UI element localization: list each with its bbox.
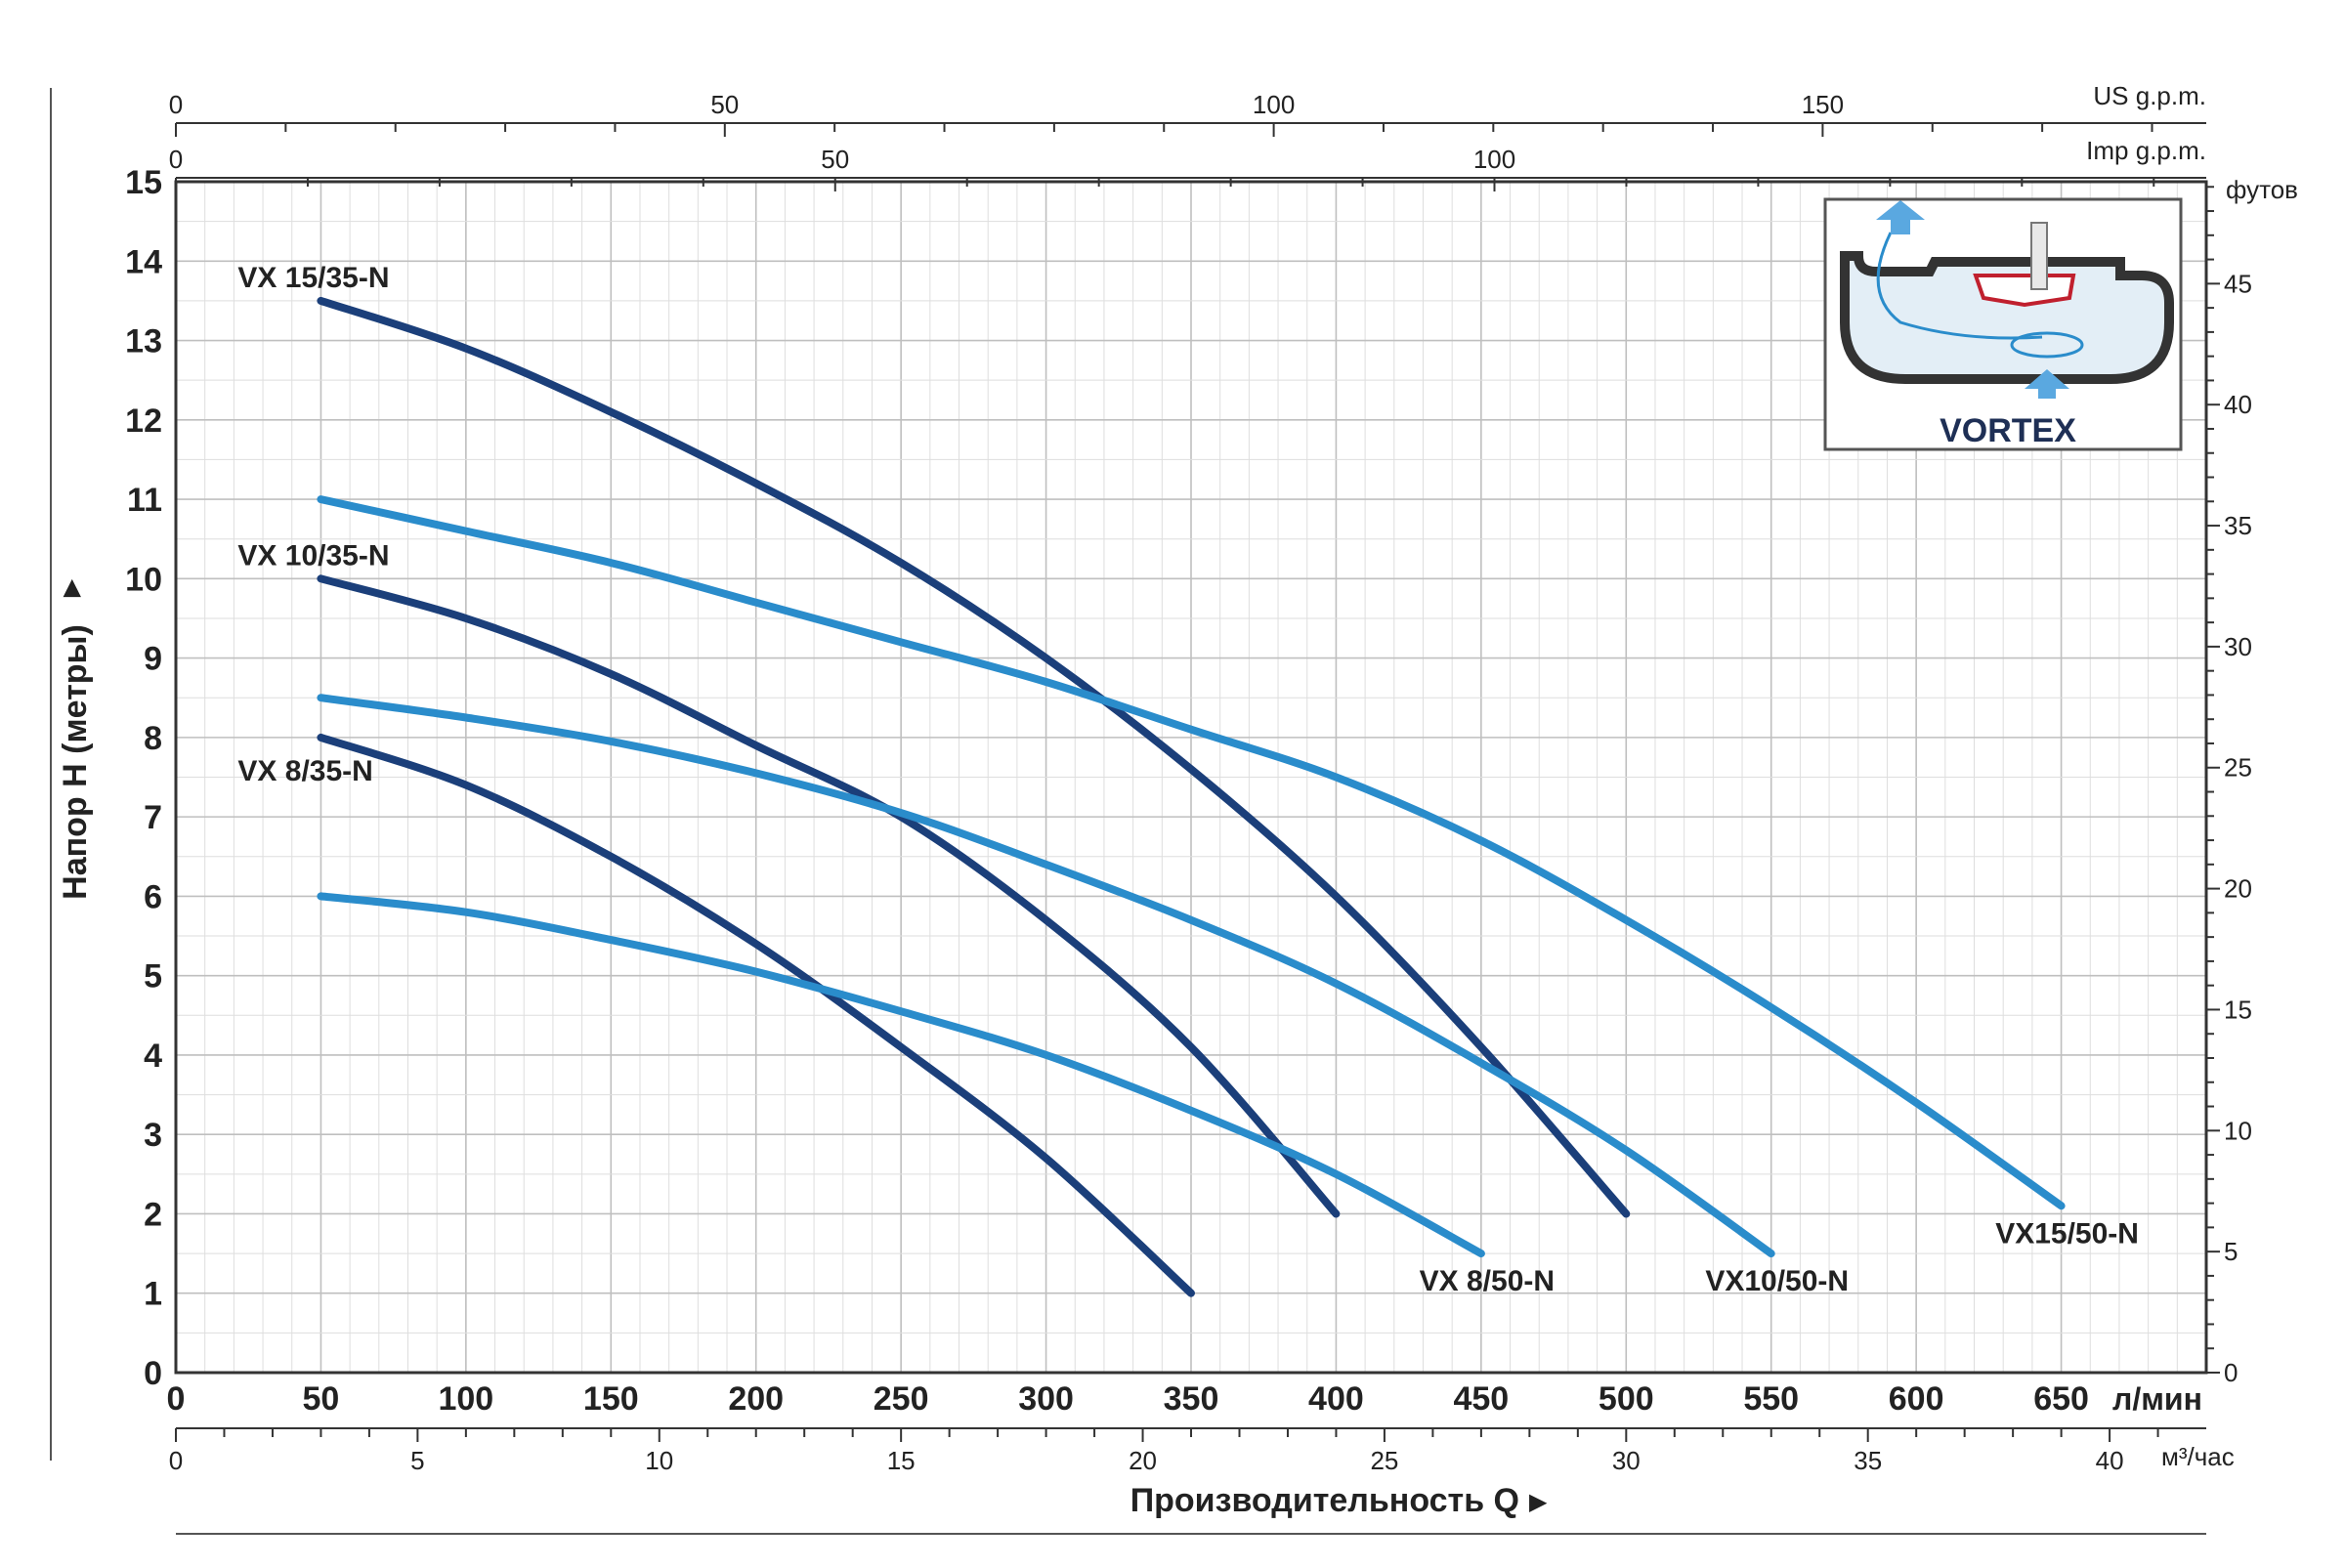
feet-tick-label: 35 <box>2224 511 2252 540</box>
feet-tick-label: 5 <box>2224 1237 2238 1266</box>
feet-tick-label: 20 <box>2224 874 2252 904</box>
series-line-vx10-50-n <box>317 694 1775 1258</box>
x-tick-label: 650 <box>2033 1380 2089 1418</box>
series-line-vx-8-50-n <box>317 892 1485 1258</box>
x-tick-label: 100 <box>438 1380 493 1418</box>
series-line-vx15-50-n <box>317 495 2066 1210</box>
impeller-icon <box>1973 274 2076 308</box>
m3h-axis-tick-label: 5 <box>410 1446 424 1475</box>
us-gpm-axis-tick-label: 100 <box>1253 90 1295 119</box>
feet-tick-label: 45 <box>2224 269 2252 298</box>
y-tick-label: 6 <box>144 878 162 915</box>
vortex-inset: VORTEX <box>1823 197 2183 451</box>
y-tick-label: 3 <box>144 1117 162 1154</box>
m3h-axis-tick-label: 40 <box>2096 1446 2124 1475</box>
series-line-vx-8-35-n <box>317 733 1195 1297</box>
shaft-icon <box>2030 222 2048 290</box>
feet-tick-label: 15 <box>2224 995 2252 1024</box>
x-tick-label: 250 <box>874 1380 929 1418</box>
m3h-axis-tick-label: 30 <box>1612 1446 1641 1475</box>
y-tick-label: 12 <box>125 403 162 440</box>
x-tick-label: 50 <box>303 1380 340 1418</box>
labels-group: VX 15/35-N VX 10/35-N VX 8/35-N VX15/50-N VX… <box>237 262 2139 1297</box>
imp-gpm-axis-tick-label: 100 <box>1473 145 1515 174</box>
x-axis-title: Производительность Q <box>1130 1482 1519 1519</box>
m3h-axis-tick-label: 0 <box>169 1446 183 1475</box>
y-tick-label: 1 <box>144 1276 162 1313</box>
y-tick-label: 8 <box>144 720 162 757</box>
series-line-vx-10-35-n <box>317 574 1341 1218</box>
plot-frame <box>174 180 2208 1375</box>
m3h-axis-tick-label: 25 <box>1370 1446 1398 1475</box>
x-tick-label: 600 <box>1889 1380 1944 1418</box>
flow-path-icon <box>1876 232 2043 340</box>
imp-gpm-axis-tick-label: 50 <box>821 145 849 174</box>
y-tick-label: 14 <box>125 243 162 280</box>
series-label-vx-10-35-n: VX 10/35-N <box>237 539 389 572</box>
x-tick-label: 500 <box>1599 1380 1654 1418</box>
y-tick-label: 15 <box>125 164 162 201</box>
x-tick-label: 300 <box>1018 1380 1074 1418</box>
x-tick-label: 0 <box>167 1380 186 1418</box>
x-tick-label: 150 <box>583 1380 639 1418</box>
x-unit-label: л/мин <box>2112 1381 2202 1417</box>
x-tick-label: 450 <box>1453 1380 1509 1418</box>
x-axis-arrow-icon: ▶ <box>1529 1489 1548 1515</box>
feet-unit-label: футов <box>2226 175 2298 204</box>
pump-housing-shape <box>1840 251 2174 384</box>
us-gpm-unit-label: US g.p.m. <box>2093 81 2206 110</box>
x-tick-label: 200 <box>728 1380 784 1418</box>
inlet-arrow-icon <box>2025 369 2069 399</box>
series-label-vx15-50-n: VX15/50-N <box>1995 1217 2139 1250</box>
x-tick-label: 400 <box>1308 1380 1364 1418</box>
us-gpm-axis-tick-label: 0 <box>169 90 183 119</box>
outlet-arrow-icon <box>1876 200 1925 234</box>
x-tick-label: 550 <box>1743 1380 1799 1418</box>
m3h-axis-tick-label: 20 <box>1129 1446 1157 1475</box>
y-axis-title: Напор H (метры) <box>57 624 94 900</box>
feet-tick-label: 30 <box>2224 632 2252 661</box>
swirl-icon <box>2010 331 2084 359</box>
series-label-vx-8-35-n: VX 8/35-N <box>237 755 372 787</box>
y-tick-label: 9 <box>144 641 162 678</box>
inset-label: VORTEX <box>1940 412 2076 449</box>
series-line-vx-15-35-n <box>317 296 1631 1218</box>
m3h-axis-tick-label: 15 <box>887 1446 916 1475</box>
m3h-axis-tick-label: 35 <box>1854 1446 1882 1475</box>
y-tick-label: 2 <box>144 1196 162 1233</box>
y-tick-label: 0 <box>144 1355 162 1392</box>
m3h-unit-label: м³/час <box>2161 1442 2235 1471</box>
x-tick-label: 350 <box>1164 1380 1219 1418</box>
feet-tick-label: 10 <box>2224 1116 2252 1145</box>
us-gpm-axis-tick-label: 50 <box>710 90 739 119</box>
imp-gpm-axis-tick-label: 0 <box>169 145 183 174</box>
y-axis-arrow-icon: ▶ <box>58 578 84 597</box>
feet-tick-label: 40 <box>2224 390 2252 419</box>
y-tick-label: 13 <box>125 323 162 360</box>
feet-tick-label: 25 <box>2224 753 2252 783</box>
y-tick-label: 4 <box>144 1038 162 1075</box>
y-tick-label: 5 <box>144 958 162 996</box>
y-tick-label: 10 <box>125 561 162 598</box>
series-group <box>317 296 2066 1297</box>
us-gpm-axis-tick-label: 150 <box>1802 90 1844 119</box>
series-label-vx10-50-n: VX10/50-N <box>1705 1265 1849 1297</box>
feet-tick-label: 0 <box>2224 1358 2238 1387</box>
y-tick-label: 11 <box>127 482 162 519</box>
imp-gpm-unit-label: Imp g.p.m. <box>2086 136 2206 165</box>
m3h-axis-tick-label: 10 <box>645 1446 673 1475</box>
series-label-vx-15-35-n: VX 15/35-N <box>237 262 389 294</box>
y-tick-label: 7 <box>144 799 162 836</box>
series-label-vx-8-50-n: VX 8/50-N <box>1420 1265 1555 1297</box>
